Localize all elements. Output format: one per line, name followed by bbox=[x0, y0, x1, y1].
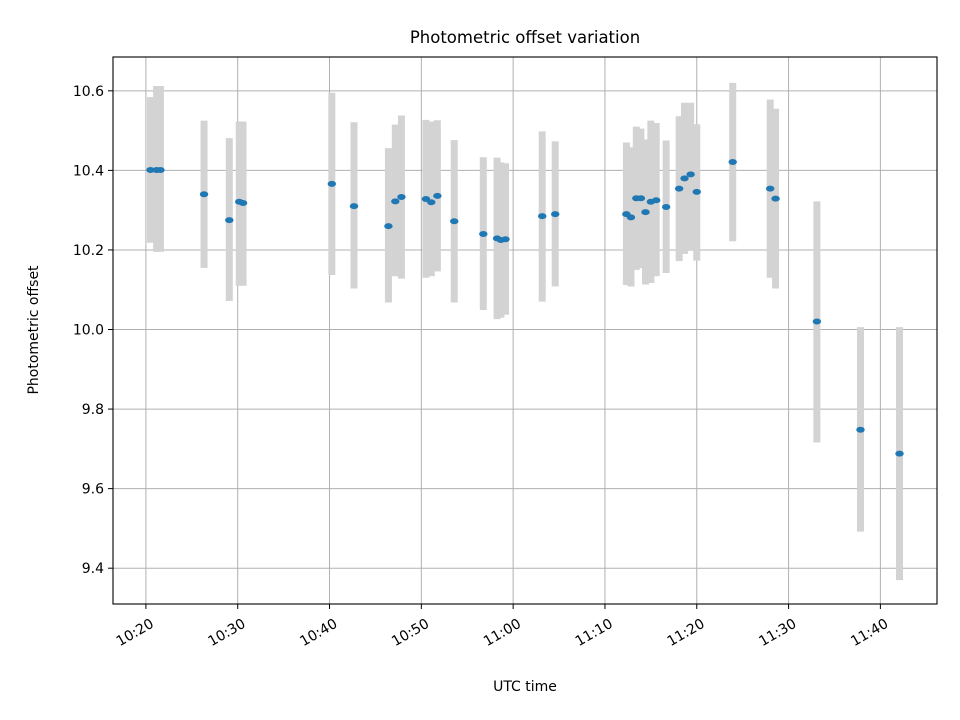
data-point bbox=[766, 185, 775, 192]
data-point bbox=[199, 191, 209, 198]
data-point bbox=[856, 426, 865, 433]
data-point bbox=[692, 188, 701, 195]
data-point bbox=[636, 195, 646, 202]
data-point bbox=[433, 192, 442, 199]
data-point bbox=[450, 218, 459, 225]
data-point bbox=[349, 203, 359, 210]
data-point bbox=[391, 198, 400, 205]
y-tick-label: 10.0 bbox=[73, 323, 104, 339]
data-point bbox=[680, 175, 689, 182]
data-point bbox=[686, 171, 695, 178]
data-point bbox=[551, 211, 560, 218]
data-point bbox=[501, 236, 510, 243]
data-point bbox=[538, 213, 547, 220]
data-point bbox=[479, 231, 488, 238]
data-point bbox=[156, 166, 165, 173]
y-tick-label: 10.4 bbox=[73, 163, 104, 179]
y-tick-label: 9.8 bbox=[82, 402, 104, 418]
y-tick-label: 10.6 bbox=[73, 84, 104, 100]
data-point bbox=[771, 195, 780, 202]
data-point bbox=[384, 223, 393, 230]
data-point bbox=[427, 199, 436, 206]
x-axis-label: UTC time bbox=[493, 679, 557, 695]
data-point bbox=[626, 214, 636, 221]
data-point bbox=[652, 197, 661, 204]
data-point bbox=[238, 199, 248, 206]
y-tick-label: 9.6 bbox=[82, 482, 104, 498]
data-point bbox=[327, 180, 337, 187]
y-tick-label: 10.2 bbox=[73, 243, 104, 259]
data-point bbox=[895, 450, 904, 457]
data-point bbox=[641, 209, 650, 216]
y-tick-layer: 9.4 9.6 9.8 10.0 10.2 10.4 10.6 bbox=[73, 84, 113, 577]
plot-frame bbox=[112, 56, 938, 605]
chart-title: Photometric offset variation bbox=[410, 28, 640, 47]
data-point bbox=[674, 185, 684, 192]
data-point bbox=[397, 194, 406, 201]
data-point bbox=[225, 217, 234, 224]
data-point bbox=[728, 159, 737, 166]
y-tick-label: 9.4 bbox=[82, 561, 104, 577]
data-point bbox=[661, 203, 671, 210]
y-axis-label: Photometric offset bbox=[26, 265, 42, 395]
data-point bbox=[812, 318, 822, 325]
marker-layer bbox=[146, 159, 904, 457]
data-point bbox=[146, 166, 155, 173]
